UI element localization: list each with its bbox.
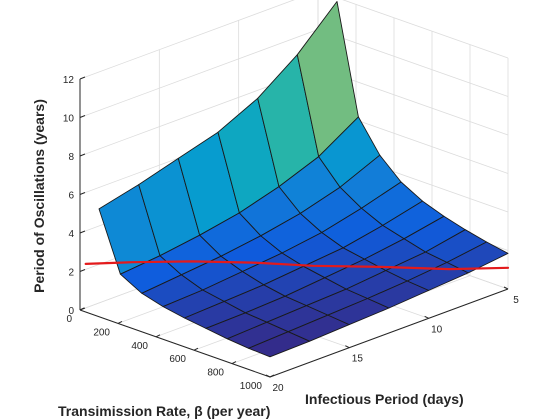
- z-tick-label: 12: [63, 75, 75, 86]
- y-axis-label: Infectious Period (days): [305, 391, 464, 407]
- y-tick-label: 10: [431, 324, 443, 335]
- x-tick-mark: [79, 307, 85, 311]
- z-tick-mark: [79, 115, 86, 118]
- x-tick-label: 400: [131, 341, 148, 352]
- grid-line: [79, 0, 295, 80]
- z-tick-label: 8: [68, 152, 74, 163]
- x-tick-mark: [269, 374, 275, 378]
- x-tick-mark: [231, 361, 237, 365]
- x-tick-label: 0: [66, 314, 72, 325]
- tick-labels: 0 2 4 6 8 10 12 0 200 400 600 800 1000 5 10 15 20: [63, 75, 519, 394]
- y-tick-mark: [503, 286, 509, 290]
- y-tick-mark: [265, 374, 271, 378]
- x-axis-line: [79, 309, 271, 378]
- x-tick-label: 1000: [240, 381, 263, 392]
- z-tick-mark: [79, 76, 86, 80]
- y-tick-mark: [345, 345, 350, 349]
- z-axis-label: Period of Oscillations (years): [31, 99, 47, 293]
- y-tick-label: 15: [352, 354, 364, 365]
- grid-line: [342, 0, 509, 59]
- z-tick-label: 6: [68, 191, 74, 202]
- red-curve: [84, 260, 510, 271]
- surface-patch: [446, 241, 509, 274]
- y-tick-label: 5: [513, 295, 519, 306]
- y-tick-mark: [424, 315, 429, 319]
- grid-line: [317, 29, 509, 97]
- z-tick-label: 0: [68, 306, 74, 317]
- surface-plot: [98, 1, 509, 358]
- grid-line: [79, 29, 319, 118]
- z-tick-mark: [79, 269, 86, 272]
- z-tick-label: 10: [63, 114, 75, 125]
- x-tick-label: 600: [169, 354, 186, 365]
- x-axis-label: Transimission Rate, β (per year): [58, 403, 270, 419]
- x-tick-mark: [117, 320, 123, 324]
- curve-line: [84, 260, 510, 271]
- z-tick-label: 4: [68, 229, 74, 240]
- z-tick-mark: [79, 153, 86, 157]
- z-tick-mark: [79, 230, 86, 234]
- x-tick-label: 200: [93, 327, 110, 338]
- z-tick-label: 2: [68, 268, 74, 279]
- x-tick-mark: [193, 347, 199, 351]
- z-tick-mark: [79, 192, 86, 195]
- x-tick-label: 800: [207, 368, 224, 379]
- x-tick-mark: [155, 334, 161, 338]
- y-axis-line: [269, 288, 509, 378]
- y-tick-label: 20: [272, 383, 284, 394]
